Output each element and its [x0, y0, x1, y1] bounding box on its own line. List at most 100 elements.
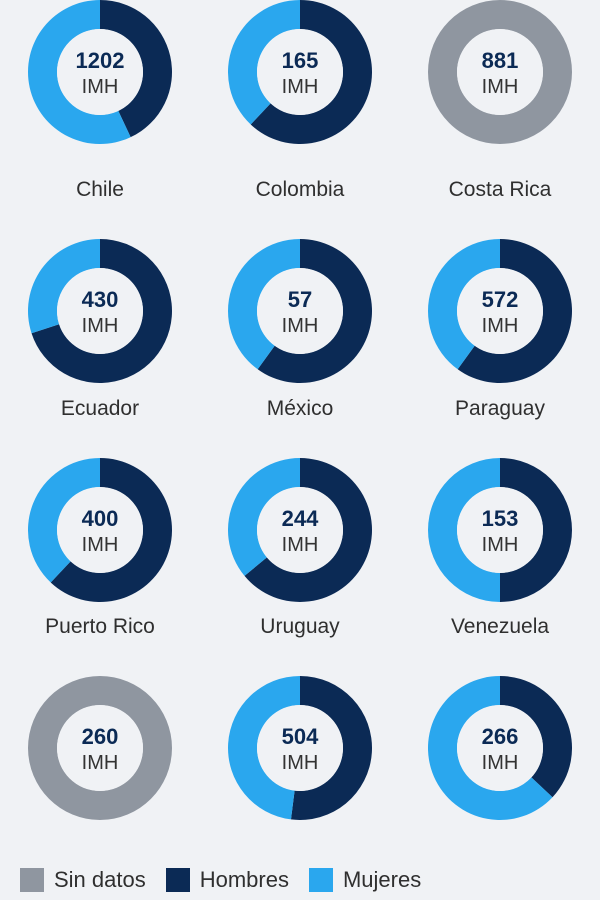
- donut-segment-mujeres: [28, 0, 131, 144]
- donut-hole: [257, 487, 343, 573]
- country-label: Costa Rica: [448, 178, 552, 201]
- donut-chart: 400 IMH: [28, 458, 172, 602]
- donut-unit-label: IMH: [482, 534, 519, 556]
- legend-swatch-sin-datos: [20, 868, 44, 892]
- country-cell: Costa Rica 572 IMH: [400, 165, 600, 385]
- donut-segment-mujeres: [428, 239, 500, 370]
- donut-total-label: 504: [282, 724, 319, 749]
- donut-total-label: 153: [482, 506, 519, 531]
- donut-unit-label: IMH: [482, 752, 519, 774]
- donut-chart: 1202 IMH: [28, 0, 172, 144]
- donut-unit-label: IMH: [482, 76, 519, 98]
- donut-segment-mujeres: [28, 239, 100, 334]
- donut-segment-mujeres: [228, 0, 300, 125]
- legend-swatch-mujeres: [308, 868, 333, 892]
- donut-hole: [57, 268, 143, 354]
- donut-hole: [457, 29, 543, 115]
- country-cell: Paraguay 153 IMH: [400, 384, 600, 604]
- donut-chart: 504 IMH: [228, 676, 372, 820]
- country-label: Paraguay: [455, 397, 545, 420]
- country-label: Venezuela: [450, 615, 550, 638]
- donut-segment-hombres: [257, 239, 372, 383]
- donut-chart: 260 IMH: [28, 676, 172, 820]
- donut-hole: [57, 487, 143, 573]
- donut-chart: 244 IMH: [228, 458, 372, 602]
- donut-segment-mujeres: [228, 676, 300, 820]
- donut-total-label: 572: [482, 287, 519, 312]
- donut-chart: 430 IMH: [28, 239, 172, 383]
- donut-unit-label: IMH: [482, 315, 519, 337]
- country-label: Colombia: [255, 178, 345, 201]
- legend-label-sin-datos: Sin datos: [54, 867, 146, 892]
- country-cell: Ecuador 400 IMH: [0, 384, 200, 604]
- donut-hole: [57, 29, 143, 115]
- donut-unit-label: IMH: [282, 752, 319, 774]
- donut-segment-hombres: [50, 458, 172, 602]
- donut-unit-label: IMH: [82, 534, 119, 556]
- donut-total-label: 244: [282, 506, 319, 531]
- country-cell: Chile 430 IMH: [0, 165, 200, 385]
- donut-segment-hombres: [244, 458, 372, 602]
- donut-segment-hombres: [100, 0, 172, 138]
- donut-segment-sin-datos: [428, 0, 572, 144]
- legend-swatch-hombres: [165, 868, 190, 892]
- donut-total-label: 57: [288, 287, 312, 312]
- donut-segment-mujeres: [228, 239, 300, 370]
- donut-segment-hombres: [250, 0, 372, 144]
- donut-total-label: 430: [82, 287, 119, 312]
- donut-hole: [457, 268, 543, 354]
- donut-chart: 881 IMH: [428, 0, 572, 144]
- legend-label-mujeres: Mujeres: [342, 867, 422, 892]
- donut-hole: [257, 268, 343, 354]
- donut-total-label: 1202: [76, 48, 125, 73]
- country-cell: 1202 IMH: [0, 0, 200, 146]
- country-label: Puerto Rico: [45, 615, 155, 638]
- country-cell: Colombia 57 IMH: [200, 165, 400, 385]
- donut-hole: [257, 29, 343, 115]
- donut-segment-mujeres: [428, 676, 553, 820]
- country-cell: Venezuela 266 IMH: [400, 602, 600, 822]
- donut-total-label: 266: [482, 724, 519, 749]
- donut-chart: 266 IMH: [428, 676, 572, 820]
- country-cell: México 244 IMH: [200, 384, 400, 604]
- donut-segment-hombres: [457, 239, 572, 383]
- country-cell: 881 IMH: [400, 0, 600, 146]
- donut-chart: 153 IMH: [428, 458, 572, 602]
- donut-chart: 572 IMH: [428, 239, 572, 383]
- country-cell: 165 IMH: [200, 0, 400, 146]
- donut-hole: [457, 487, 543, 573]
- country-label: Ecuador: [60, 397, 140, 420]
- donut-unit-label: IMH: [282, 534, 319, 556]
- legend-item-sin-datos: Sin datos: [20, 867, 146, 893]
- donut-segment-hombres: [31, 239, 172, 383]
- donut-total-label: 165: [282, 48, 319, 73]
- donut-segment-mujeres: [28, 458, 100, 583]
- legend-label-hombres: Hombres: [199, 867, 289, 892]
- legend-item-hombres: Hombres: [165, 867, 289, 893]
- legend: Sin datos Hombres Mujeres: [20, 862, 421, 898]
- donut-segment-hombres: [500, 458, 572, 602]
- donut-hole: [257, 705, 343, 791]
- donut-total-label: 881: [482, 48, 519, 73]
- donut-total-label: 260: [82, 724, 119, 749]
- donut-segment-sin-datos: [28, 676, 172, 820]
- donut-segment-mujeres: [428, 458, 500, 602]
- donut-segment-mujeres: [228, 458, 300, 576]
- donut-unit-label: IMH: [82, 315, 119, 337]
- country-cell: Uruguay 504 IMH: [200, 602, 400, 822]
- donut-total-label: 400: [82, 506, 119, 531]
- donut-chart: 165 IMH: [228, 0, 372, 144]
- country-label: México: [266, 397, 334, 420]
- donut-chart: 57 IMH: [228, 239, 372, 383]
- donut-unit-label: IMH: [82, 752, 119, 774]
- country-label: Uruguay: [260, 615, 340, 638]
- donut-segment-hombres: [290, 676, 372, 820]
- donut-unit-label: IMH: [82, 76, 119, 98]
- country-cell: Puerto Rico 260 IMH: [0, 602, 200, 822]
- donut-unit-label: IMH: [282, 315, 319, 337]
- donut-segment-hombres: [500, 676, 572, 798]
- donut-unit-label: IMH: [282, 76, 319, 98]
- country-label: Chile: [76, 178, 124, 201]
- donut-grid: 1202 IMH 165 IMH 881 IMH Chile 430 IMH Colombia 57…: [0, 0, 600, 822]
- donut-hole: [57, 705, 143, 791]
